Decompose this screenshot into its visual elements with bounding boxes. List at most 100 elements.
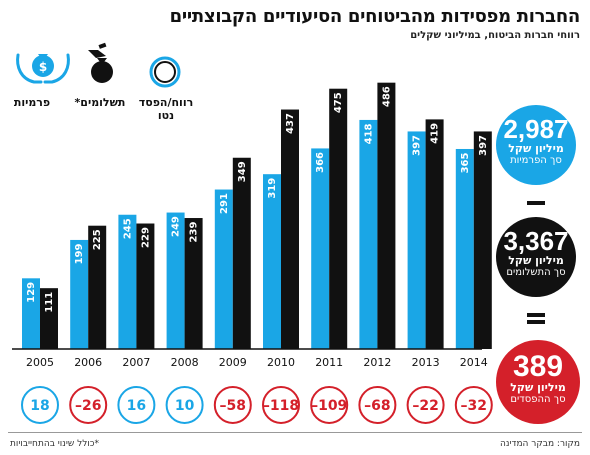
net-circle-2014 xyxy=(454,386,493,424)
bar-premiums-2012 xyxy=(359,119,378,349)
money-bag-payment-icon xyxy=(88,42,113,83)
bar-premiums-2006 xyxy=(70,239,89,349)
bar-value-label: 419 xyxy=(430,123,441,144)
net-profit-circles: 18 –26 16 10 –58 –118 –109 –68 –22 –32 xyxy=(21,386,493,424)
bar-premiums-2005 xyxy=(22,278,40,349)
net-circle-2008 xyxy=(165,386,204,424)
total-payments-value: 3,367 xyxy=(503,226,569,256)
legend-premiums-label: פרמיות xyxy=(13,96,51,109)
x-tick-label: 2011 xyxy=(315,356,343,369)
bar-value-label: 129 xyxy=(26,282,37,303)
net-value-label: 10 xyxy=(175,398,195,414)
total-premiums-label: סך הפרמיות xyxy=(510,155,562,166)
equals-sign-bottom xyxy=(527,320,545,324)
bar-value-label: 239 xyxy=(189,222,200,243)
bar-value-label: 349 xyxy=(237,161,248,182)
total-premiums-value: 2,987 xyxy=(503,114,569,144)
net-value-label: –58 xyxy=(220,398,246,414)
net-circle-2013 xyxy=(406,386,445,424)
bar-value-label: 319 xyxy=(267,178,278,199)
bar-value-label: 225 xyxy=(92,229,103,250)
bar-payments-2006 xyxy=(88,225,107,349)
money-bag-in-hands-icon: $ xyxy=(16,53,70,84)
bar-value-label: 486 xyxy=(381,86,392,107)
page-subtitle: רווחי חברות הביטוח, במיליוני שקלים xyxy=(410,30,580,41)
x-tick-label: 2013 xyxy=(412,356,440,369)
bar-value-label: 397 xyxy=(412,135,423,156)
net-value-label: –26 xyxy=(75,398,101,414)
bar-value-label: 249 xyxy=(171,216,182,237)
bar-payments-2013 xyxy=(425,119,444,349)
bar-payments-2009 xyxy=(232,157,251,349)
bar-premiums-2013 xyxy=(407,131,426,349)
ring-net-icon xyxy=(149,56,181,88)
x-tick-label: 2008 xyxy=(171,356,199,369)
footer-divider xyxy=(8,432,582,433)
net-circle-2006 xyxy=(69,386,108,424)
legend-payments-label: תשלומים* xyxy=(74,96,126,109)
x-tick-label: 2009 xyxy=(219,356,247,369)
equals-sign-top xyxy=(527,313,545,317)
legend-profit-label-line1: רווח/הפסד xyxy=(138,96,194,109)
bar-value-label: 229 xyxy=(140,227,151,248)
bar-value-label: 111 xyxy=(44,292,55,313)
bar-value-label: 291 xyxy=(219,193,230,214)
svg-text:$: $ xyxy=(39,60,47,74)
bar-payments-2011 xyxy=(329,88,348,349)
net-circle-2009 xyxy=(213,386,252,424)
x-axis-tick-labels: 2005 2006 2007 2008 2009 2010 2011 2012 2013 2014 xyxy=(26,356,488,369)
net-value-label: –118 xyxy=(263,398,299,414)
bar-payments-2014 xyxy=(473,131,492,349)
x-tick-label: 2005 xyxy=(26,356,54,369)
x-tick-label: 2006 xyxy=(74,356,102,369)
legend-icons: $ xyxy=(16,42,181,88)
bar-value-label: 245 xyxy=(122,218,133,239)
footer-source: מקור: מבקר המדינה xyxy=(500,439,580,449)
bar-value-label: 366 xyxy=(315,152,326,173)
total-premiums-circle: 2,987 מיליון שקל סך הפרמיות xyxy=(496,105,576,185)
bar-value-label: 475 xyxy=(333,92,344,113)
bar-premiums-2007 xyxy=(118,214,137,349)
legend-profit-label-line2: נטו xyxy=(157,109,175,122)
bars-group xyxy=(22,82,492,349)
net-value-label: –109 xyxy=(311,398,347,414)
bar-payments-2005 xyxy=(40,288,58,349)
bar-payments-2010 xyxy=(281,109,299,349)
total-premiums-unit: מיליון שקל xyxy=(508,142,564,155)
footer-note: *כולל שינוי בהתחייבויות xyxy=(10,439,100,449)
bar-premiums-2008 xyxy=(166,212,185,349)
net-circle-2005 xyxy=(21,386,59,424)
bar-value-label: 418 xyxy=(363,123,374,144)
bar-payments-2007 xyxy=(136,223,155,349)
bar-premiums-2014 xyxy=(455,148,474,349)
bar-value-label: 365 xyxy=(460,153,471,174)
bar-premiums-2011 xyxy=(311,148,330,349)
net-value-label: –32 xyxy=(461,398,487,414)
total-loss-value: 389 xyxy=(512,350,564,383)
net-value-label: –68 xyxy=(364,398,390,414)
net-circle-2010 xyxy=(262,386,300,424)
total-payments-unit: מיליון שקל xyxy=(508,254,564,267)
x-tick-label: 2010 xyxy=(267,356,295,369)
bar-premiums-2010 xyxy=(263,174,281,349)
x-tick-label: 2012 xyxy=(363,356,391,369)
page-title: החברות מפסידות מהביטוחים הסיעודיים הקבוצ… xyxy=(169,6,581,27)
total-loss-circle: 389 מיליון שקל סך ההפסדים xyxy=(496,340,580,424)
bar-payments-2008 xyxy=(184,218,203,349)
legend-profit-label: רווח/הפסד נטו xyxy=(136,96,196,122)
x-tick-label: 2014 xyxy=(460,356,488,369)
net-circle-2011 xyxy=(310,386,349,424)
bar-value-label: 397 xyxy=(478,135,489,156)
net-circle-2012 xyxy=(358,386,397,424)
bar-premiums-2009 xyxy=(214,189,233,349)
bar-payments-2012 xyxy=(377,82,396,349)
net-circle-2007 xyxy=(117,386,156,424)
total-loss-unit: מיליון שקל xyxy=(510,381,566,394)
net-value-label: 16 xyxy=(127,398,146,414)
total-payments-label: סך התשלומים xyxy=(506,267,566,278)
total-payments-circle: 3,367 מיליון שקל סך התשלומים xyxy=(496,217,576,297)
minus-sign xyxy=(527,201,545,205)
x-tick-label: 2007 xyxy=(122,356,150,369)
bar-value-label: 199 xyxy=(74,243,85,264)
